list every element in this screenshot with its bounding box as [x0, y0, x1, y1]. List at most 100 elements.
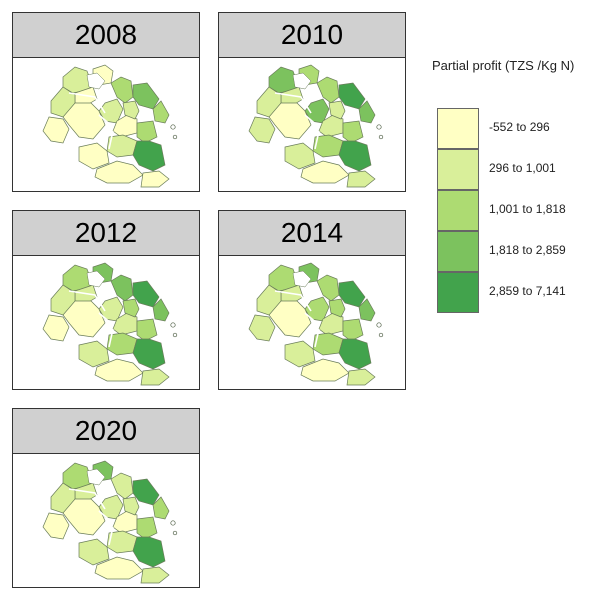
- region-arusha: [110, 76, 134, 104]
- map-panel-2010: 2010: [218, 12, 406, 192]
- region-katavi: [42, 116, 70, 144]
- boundary-line: [68, 488, 106, 510]
- island-marker: [172, 530, 178, 536]
- region-morogoro: [132, 338, 166, 370]
- legend-label: 1,818 to 2,859: [489, 243, 566, 257]
- region-pwani: [342, 318, 364, 342]
- choropleth-map: [42, 262, 178, 386]
- region-morogoro: [132, 140, 166, 172]
- region-lindi-mtwara: [140, 368, 170, 386]
- region-mbeya: [284, 340, 316, 368]
- region-ruvuma: [300, 160, 350, 184]
- region-ruvuma: [94, 556, 144, 580]
- legend-swatch: [437, 190, 479, 231]
- island-marker: [170, 520, 176, 526]
- region-arusha: [316, 76, 340, 104]
- region-lindi-mtwara: [140, 566, 170, 584]
- boundary-line: [98, 114, 114, 128]
- boundary-line: [98, 312, 114, 326]
- panel-year-label: 2008: [13, 13, 199, 58]
- boundary-line: [98, 510, 114, 524]
- region-arusha: [110, 472, 134, 500]
- choropleth-map: [248, 262, 384, 386]
- region-tabora: [268, 300, 312, 338]
- region-katavi: [248, 116, 276, 144]
- region-manyara: [328, 100, 346, 120]
- legend-title: Partial profit (TZS /Kg N): [432, 58, 575, 73]
- choropleth-map: [248, 64, 384, 188]
- region-pwani: [136, 516, 158, 540]
- legend-swatch: [437, 272, 479, 313]
- island-marker: [376, 322, 382, 328]
- region-pwani: [342, 120, 364, 144]
- legend-item: 2,859 to 7,141: [437, 272, 597, 314]
- region-pwani: [136, 318, 158, 342]
- panel-year-label: 2014: [219, 211, 405, 256]
- region-pwani: [136, 120, 158, 144]
- region-tabora: [268, 102, 312, 140]
- region-manyara: [122, 100, 140, 120]
- legend-item: 1,818 to 2,859: [437, 231, 597, 273]
- map-panel-2020: 2020: [12, 408, 200, 588]
- legend-label: 296 to 1,001: [489, 161, 556, 175]
- boundary-line: [108, 130, 114, 150]
- region-manyara: [122, 298, 140, 318]
- region-katavi: [42, 512, 70, 540]
- region-lindi-mtwara: [346, 170, 376, 188]
- region-tabora: [62, 300, 106, 338]
- boundary-line: [108, 328, 114, 348]
- choropleth-map: [42, 460, 178, 584]
- panel-year-label: 2020: [13, 409, 199, 454]
- legend-label: 2,859 to 7,141: [489, 284, 566, 298]
- island-marker: [378, 332, 384, 338]
- legend-item: -552 to 296: [437, 108, 597, 150]
- map-panel-2012: 2012: [12, 210, 200, 390]
- boundary-line: [314, 130, 320, 150]
- region-tanga: [358, 100, 376, 124]
- panel-year-label: 2012: [13, 211, 199, 256]
- region-katavi: [248, 314, 276, 342]
- boundary-line: [304, 312, 320, 326]
- region-manyara: [328, 298, 346, 318]
- region-ruvuma: [300, 358, 350, 382]
- region-lindi-mtwara: [346, 368, 376, 386]
- island-marker: [170, 322, 176, 328]
- region-tanga: [152, 298, 170, 322]
- island-marker: [376, 124, 382, 130]
- region-arusha: [110, 274, 134, 302]
- island-marker: [172, 134, 178, 140]
- boundary-line: [274, 290, 312, 312]
- region-morogoro: [132, 536, 166, 568]
- legend-item: 296 to 1,001: [437, 149, 597, 191]
- region-tabora: [62, 102, 106, 140]
- lake-area: [292, 270, 312, 288]
- region-mbeya: [78, 142, 110, 170]
- legend-swatch: [437, 108, 479, 149]
- boundary-line: [68, 92, 106, 114]
- boundary-line: [274, 92, 312, 114]
- region-mbeya: [284, 142, 316, 170]
- map-panel-2014: 2014: [218, 210, 406, 390]
- island-marker: [170, 124, 176, 130]
- region-tabora: [62, 498, 106, 536]
- legend-label: 1,001 to 1,818: [489, 202, 566, 216]
- region-tanga: [152, 496, 170, 520]
- region-manyara: [122, 496, 140, 516]
- choropleth-map: [42, 64, 178, 188]
- island-marker: [378, 134, 384, 140]
- map-panel-2008: 2008: [12, 12, 200, 192]
- legend-label: -552 to 296: [489, 120, 550, 134]
- lake-area: [86, 72, 106, 90]
- legend-swatch: [437, 149, 479, 190]
- region-ruvuma: [94, 160, 144, 184]
- region-tanga: [152, 100, 170, 124]
- boundary-line: [108, 526, 114, 546]
- panel-year-label: 2010: [219, 13, 405, 58]
- boundary-line: [68, 290, 106, 312]
- region-morogoro: [338, 140, 372, 172]
- region-mbeya: [78, 538, 110, 566]
- region-tanga: [358, 298, 376, 322]
- boundary-line: [304, 114, 320, 128]
- region-ruvuma: [94, 358, 144, 382]
- legend-item: 1,001 to 1,818: [437, 190, 597, 232]
